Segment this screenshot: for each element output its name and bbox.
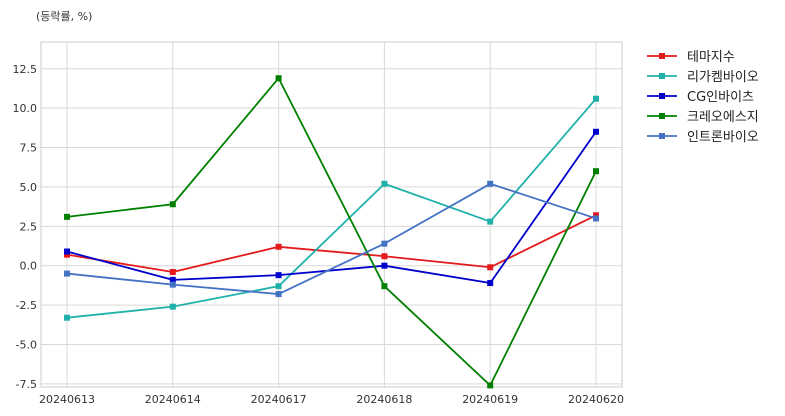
data-point: [487, 280, 494, 287]
data-point: [64, 248, 70, 255]
data-point: [169, 269, 176, 275]
data-point: [487, 382, 494, 389]
data-point: [275, 243, 282, 250]
series-line: [66, 182, 597, 295]
data-point: [381, 262, 388, 269]
x-axis: 20240613 20240614 20240617 20240618 20240619…: [39, 393, 624, 406]
legend-label: 리가켐바이오: [687, 70, 759, 85]
data-point: [169, 276, 176, 283]
y-tick-label: 0.0: [20, 260, 38, 273]
data-point: [593, 95, 599, 102]
data-point: [64, 213, 70, 220]
data-point: [275, 291, 282, 298]
data-point: [487, 180, 494, 187]
data-point: [381, 253, 388, 260]
data-point: [381, 180, 388, 187]
y-tick-label: 12.5: [13, 63, 38, 76]
unit-label: (등락률, %): [36, 10, 92, 23]
series-line: [66, 214, 597, 273]
legend-marker: [659, 73, 665, 79]
legend-marker: [659, 113, 665, 119]
y-tick-label: 10.0: [13, 102, 38, 115]
data-point: [381, 283, 388, 290]
data-point: [64, 270, 70, 277]
grid: [41, 42, 622, 387]
x-tick-label: 20240614: [145, 393, 201, 406]
y-tick-label: -7.5: [16, 378, 37, 391]
y-tick-label: 5.0: [20, 181, 38, 194]
data-point: [275, 272, 282, 279]
data-point: [169, 281, 176, 288]
data-point: [169, 303, 176, 310]
data-point: [275, 283, 282, 290]
legend-label: 인트론바이오: [687, 130, 759, 145]
data-point: [64, 314, 70, 321]
series-lines: [64, 75, 599, 389]
data-point: [593, 128, 599, 135]
legend-marker: [659, 93, 665, 99]
legend-label: 테마지수: [687, 50, 735, 65]
data-point: [487, 264, 494, 271]
series-line: [66, 131, 597, 284]
data-point: [487, 218, 494, 225]
x-tick-label: 20240618: [356, 393, 412, 406]
x-tick-label: 20240619: [462, 393, 518, 406]
y-tick-label: 7.5: [20, 142, 38, 155]
data-point: [593, 215, 599, 222]
y-tick-label: -5.0: [16, 338, 37, 351]
legend-label: CG인바이츠: [687, 90, 754, 105]
x-tick-label: 20240617: [251, 393, 307, 406]
data-point: [593, 212, 599, 219]
plot-frame: [40, 41, 623, 388]
y-tick-label: -2.5: [16, 299, 37, 312]
y-tick-label: 2.5: [20, 220, 38, 233]
series-line: [66, 77, 597, 387]
series-line: [66, 98, 597, 319]
legend-label: 크레오에스지: [687, 110, 759, 125]
data-point: [593, 168, 599, 175]
data-point: [381, 240, 388, 247]
data-point: [169, 201, 176, 208]
x-tick-label: 20240620: [568, 393, 624, 406]
legend-marker: [659, 133, 665, 139]
x-tick-label: 20240613: [39, 393, 95, 406]
legend-marker: [659, 53, 665, 59]
y-axis: -7.5 -5.0 -2.5 0.0 2.5 5.0 7.5 10.0 12.5: [13, 63, 38, 391]
data-point: [275, 75, 282, 82]
data-point: [64, 251, 70, 258]
